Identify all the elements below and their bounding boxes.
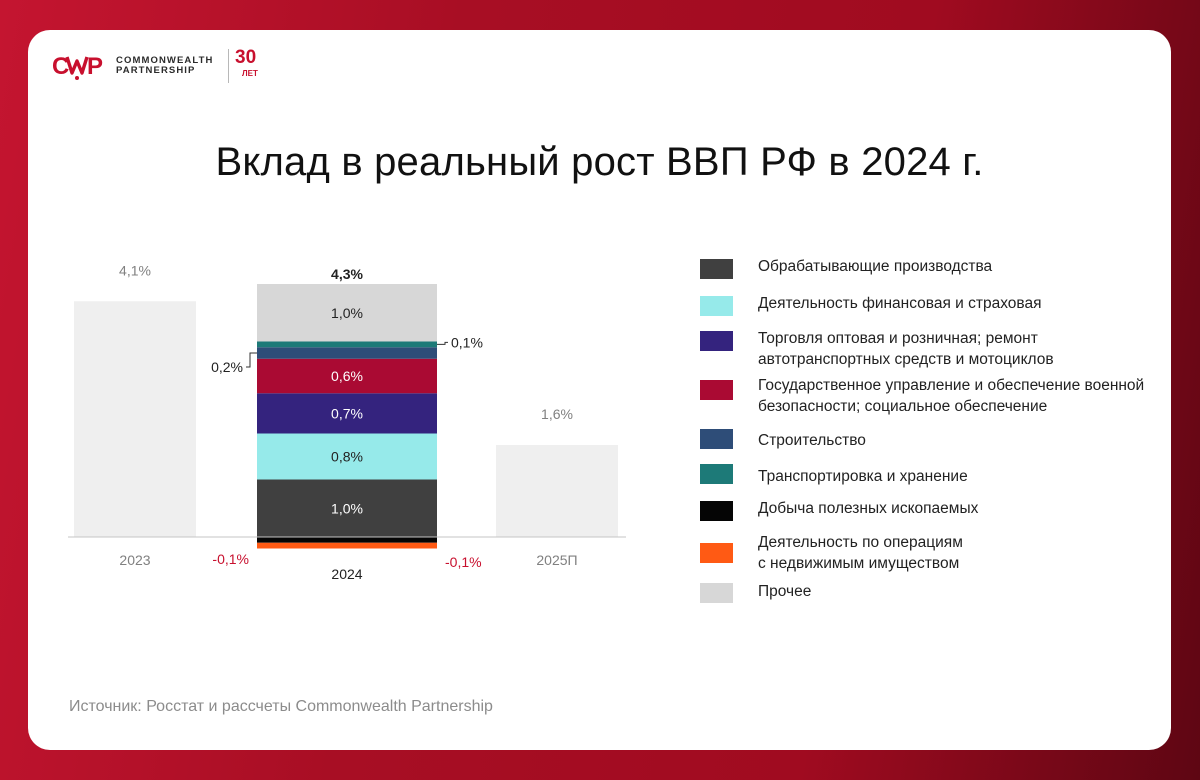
legend-swatch bbox=[700, 296, 733, 316]
legend-swatch bbox=[700, 583, 733, 603]
legend-swatch bbox=[700, 429, 733, 449]
legend-swatch bbox=[700, 543, 733, 563]
legend-swatch bbox=[700, 331, 733, 351]
legend-label: Обрабатывающие производства bbox=[758, 258, 993, 275]
callout-line-5 bbox=[437, 341, 448, 345]
segment-label-1: 0,8% bbox=[331, 449, 363, 465]
stack-segment-8 bbox=[257, 284, 437, 342]
stacked-bar-chart: 1,0% 0,8% 0,7% 0,6% 1,0% 0,2% 0,1% -0,1% -0,1% 4,… bbox=[68, 262, 626, 582]
legend-swatch bbox=[700, 380, 733, 400]
segment-label-5: 0,1% bbox=[451, 334, 483, 350]
total-label-0: 4,1% bbox=[119, 262, 151, 278]
category-label-2: 2025П bbox=[536, 552, 577, 568]
segment-label-4: 0,2% bbox=[211, 359, 243, 375]
legend-label: Торговля оптовая и розничная; ремонт авт… bbox=[758, 330, 1054, 368]
segment-label-3: 0,6% bbox=[331, 368, 363, 384]
logo-line-1: COMMONWEALTH bbox=[116, 55, 214, 66]
total-label-2: 1,6% bbox=[541, 406, 573, 422]
total-bar-0 bbox=[74, 301, 196, 537]
legend-label: Строительство bbox=[758, 432, 866, 449]
callout-line-4 bbox=[246, 352, 257, 368]
category-label-0: 2023 bbox=[119, 552, 150, 568]
segment-label-6: -0,1% bbox=[212, 551, 249, 567]
legend-label: Добыча полезных ископаемых bbox=[758, 500, 979, 517]
logo-anniversary-number: 30 bbox=[235, 47, 257, 68]
legend-swatch bbox=[700, 464, 733, 484]
segment-label-0: 1,0% bbox=[331, 500, 363, 516]
legend-swatch bbox=[700, 501, 733, 521]
stack-segment-7 bbox=[257, 542, 437, 549]
svg-text:C: C bbox=[52, 53, 69, 80]
stack-segment-3 bbox=[257, 358, 437, 394]
logo-anniversary-label: ЛЕТ bbox=[242, 69, 258, 78]
legend-label: Деятельность по операциям с недвижимым и… bbox=[758, 534, 963, 572]
legend-label: Транспортировка и хранение bbox=[758, 468, 968, 485]
segment-label-2: 0,7% bbox=[331, 405, 363, 421]
stack-segment-5 bbox=[257, 341, 437, 348]
stack-segment-6 bbox=[257, 537, 437, 543]
source-note: Источник: Росстат и рассчеты Commonwealt… bbox=[69, 698, 493, 715]
category-label-1: 2024 bbox=[331, 566, 362, 582]
legend-label: Деятельность финансовая и страховая bbox=[758, 295, 1042, 312]
company-logo[interactable]: C P COMMONWEALTH PARTNERSHIP 30 ЛЕТ bbox=[52, 47, 282, 87]
stack-segment-1 bbox=[257, 433, 437, 480]
stack-segment-2 bbox=[257, 393, 437, 434]
chart-legend: Обрабатывающие производства Деятельность … bbox=[700, 30, 1160, 650]
legend-swatch bbox=[700, 259, 733, 279]
total-label-1: 4,3% bbox=[331, 266, 363, 282]
chart-card: C P COMMONWEALTH PARTNERSHIP 30 ЛЕТ Вкла… bbox=[28, 30, 1171, 750]
logo-divider bbox=[228, 49, 229, 83]
segment-label-8: 1,0% bbox=[331, 305, 363, 321]
legend-label: Прочее bbox=[758, 583, 812, 600]
logo-line-2: PARTNERSHIP bbox=[116, 65, 196, 76]
stack-segment-0 bbox=[257, 479, 437, 537]
total-bar-2 bbox=[496, 445, 618, 537]
logo-wordmark: COMMONWEALTH PARTNERSHIP bbox=[116, 56, 213, 76]
stack-segment-4 bbox=[257, 347, 437, 359]
segment-label-7: -0,1% bbox=[445, 554, 482, 570]
svg-text:P: P bbox=[87, 53, 103, 80]
cwp-logo-icon: C P bbox=[52, 53, 103, 80]
legend-label: Государственное управление и обеспечение… bbox=[758, 377, 1145, 415]
page-title: Вклад в реальный рост ВВП РФ в 2024 г. bbox=[215, 140, 984, 184]
